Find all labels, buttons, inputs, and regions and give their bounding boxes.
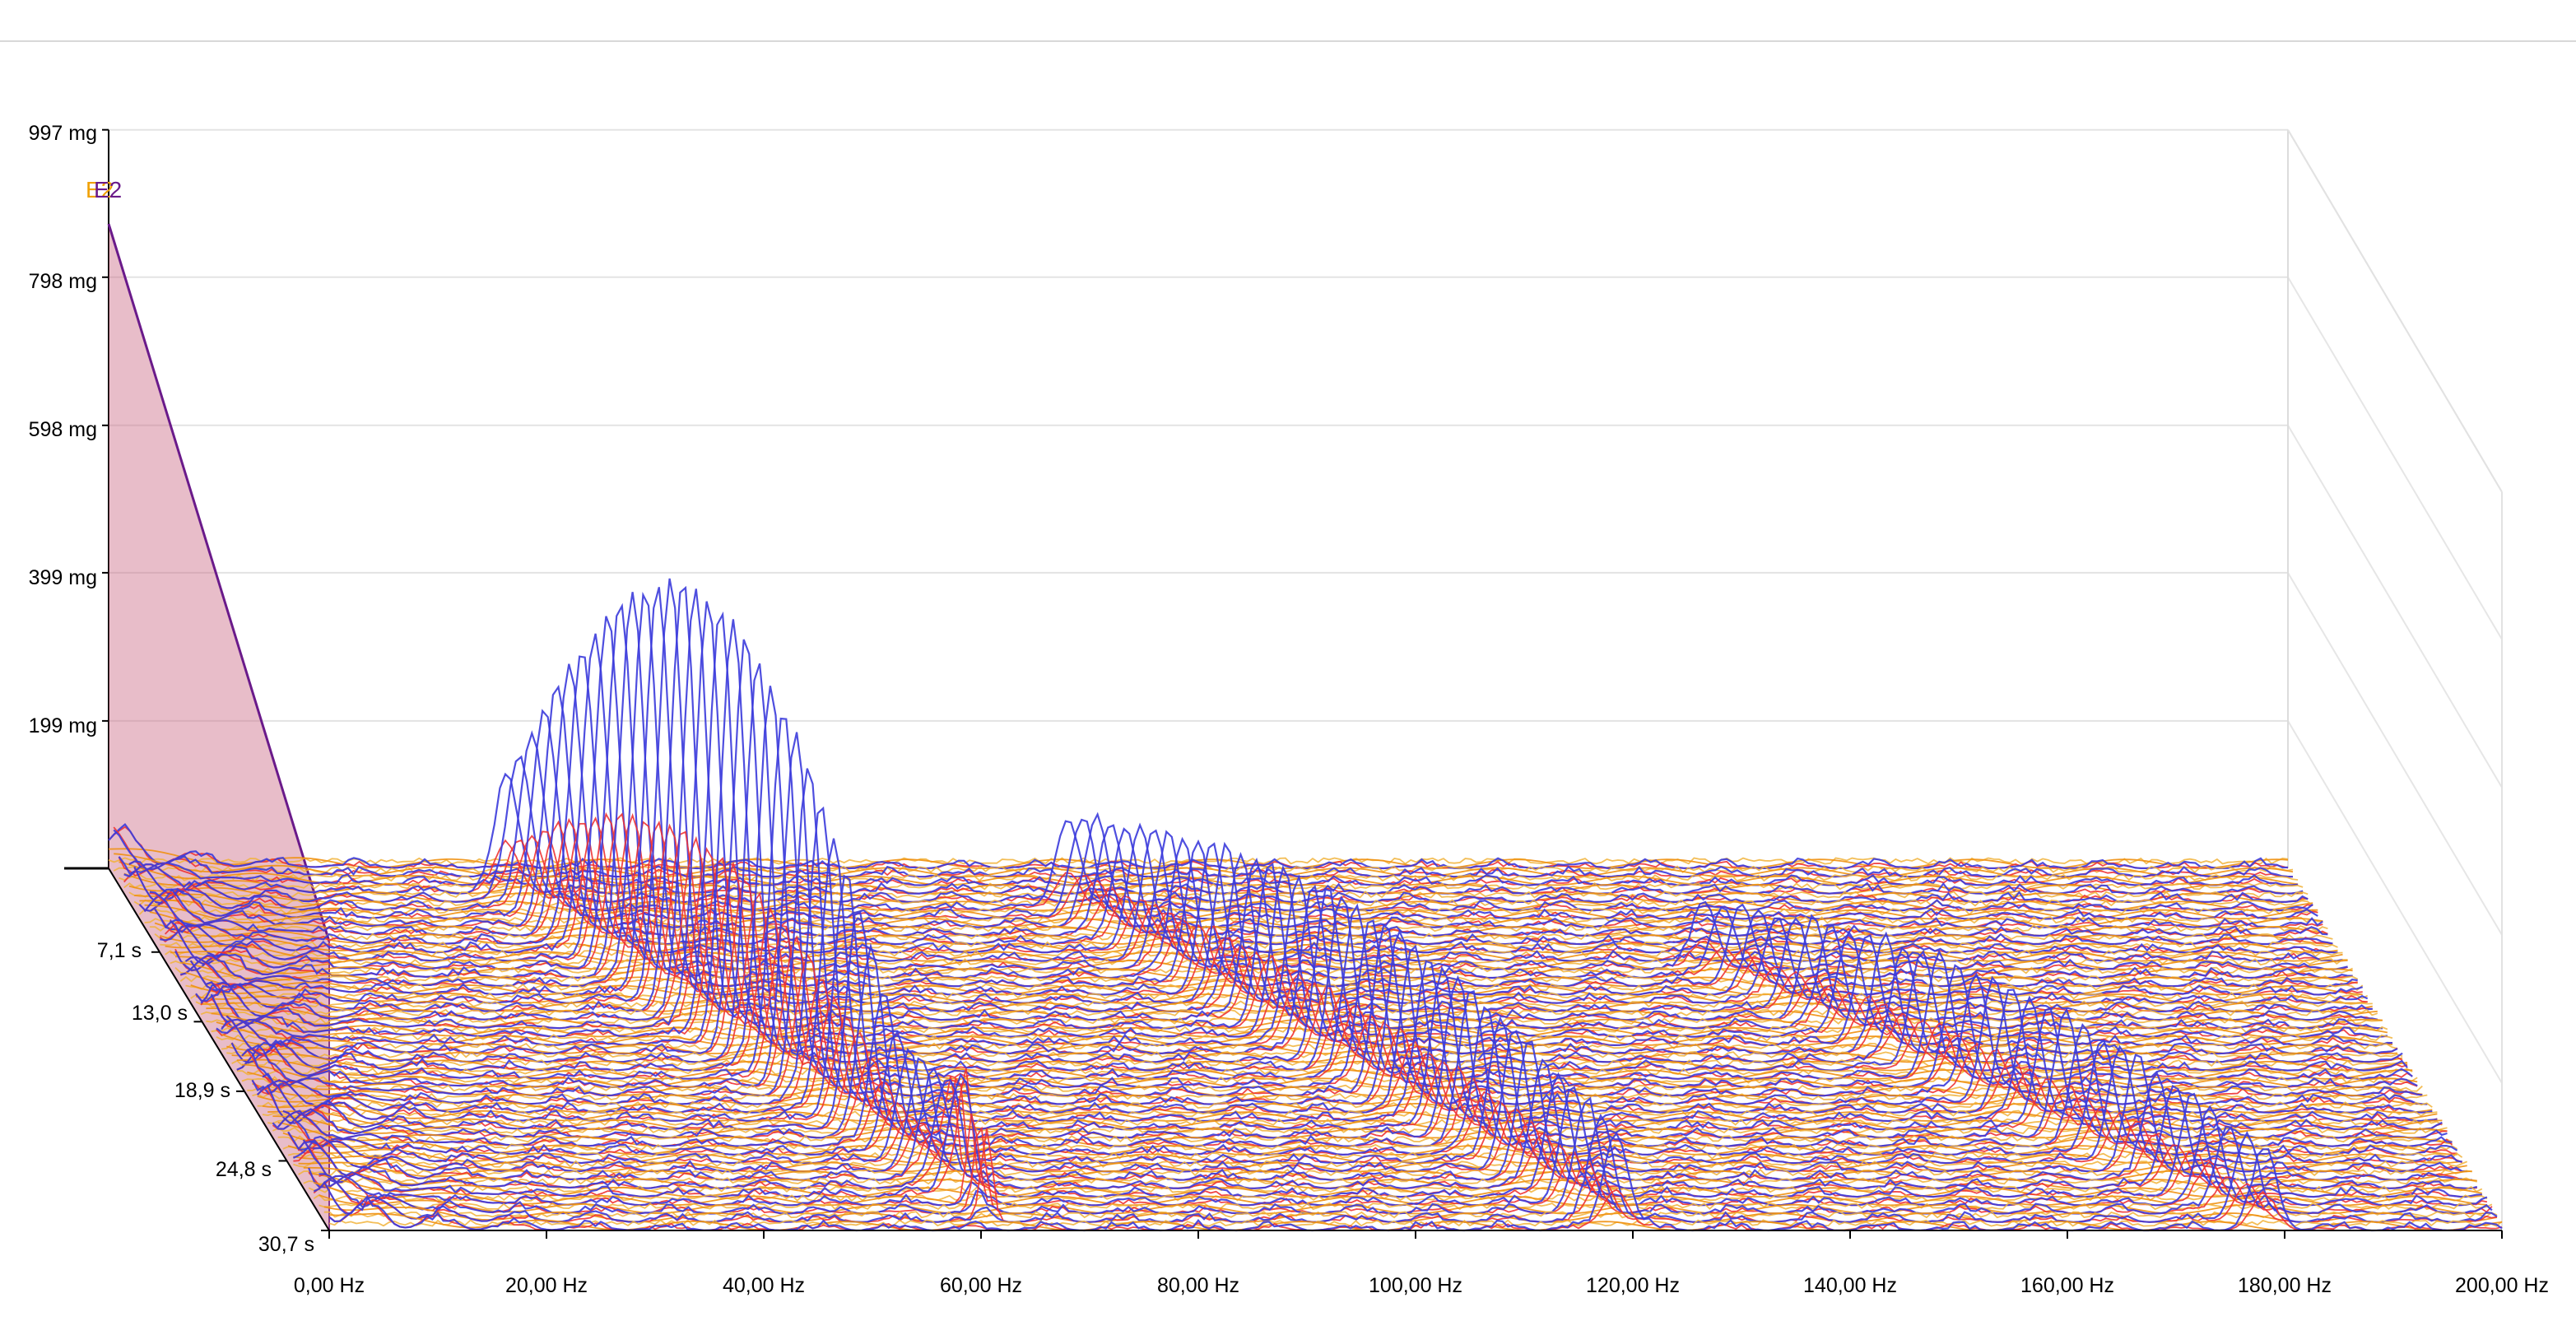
spectrum-trace-tertiary: [287, 1145, 2462, 1165]
marker-shadow-label: E2: [86, 177, 114, 202]
y-tick-label: 997 mg: [29, 122, 97, 145]
waterfall-slice: [108, 823, 2289, 870]
time-tick-label: 24,8 s: [216, 1158, 272, 1181]
spectrum-trace-tertiary: [293, 1156, 2467, 1173]
spectrum-trace-floor: [185, 983, 2364, 992]
spectrum-trace-axis: [226, 663, 2403, 1063]
marker-label-text: E2: [94, 177, 122, 202]
spectrum-trace-axis: [108, 823, 2289, 870]
marker-label: E2 E2: [86, 177, 122, 202]
frequency-tick-label: 100,00 Hz: [1369, 1274, 1462, 1297]
spectrum-trace-axis: [236, 717, 2413, 1080]
spectrum-trace-tertiary: [108, 848, 2289, 869]
y-tick-label: 199 mg: [29, 714, 97, 737]
spectrum-trace-tertiary: [241, 1063, 2418, 1088]
chart-walls: [108, 129, 2503, 1230]
time-tick-label: 13,0 s: [132, 1002, 188, 1025]
spectrum-trace-floor: [303, 1177, 2477, 1185]
spectrum-trace-axis: [128, 755, 2309, 904]
spectrum-trace-axis: [221, 639, 2398, 1055]
spectrum-trace-axis: [256, 838, 2433, 1114]
waterfall-slice: [128, 755, 2309, 904]
spectrum-trace-secondary: [211, 857, 2388, 1038]
frequency-axis-ticks: 0,00 Hz 20,00 Hz 40,00 Hz 60,00 Hz 80,00…: [294, 1274, 2549, 1297]
spectrum-trace-floor: [277, 1134, 2453, 1143]
spectrum-trace-axis: [297, 1040, 2472, 1181]
y-tick-label: 798 mg: [29, 270, 97, 293]
spectrum-trace-tertiary: [221, 1033, 2398, 1055]
gridline-side: [2287, 425, 2503, 788]
waterfall-slice: [282, 1006, 2458, 1156]
spectrum-trace-axis: [262, 874, 2438, 1123]
spectrum-trace-axis: [160, 633, 2338, 954]
frequency-tick-label: 60,00 Hz: [940, 1274, 1022, 1297]
spectrum-trace-tertiary: [195, 995, 2373, 1012]
spectrum-trace-tertiary: [114, 853, 2294, 878]
spectrum-trace-floor: [319, 1202, 2493, 1211]
spectrum-trace-floor: [149, 924, 2328, 933]
waterfall-slice: [277, 989, 2453, 1147]
time-tick-label: 30,7 s: [258, 1233, 314, 1256]
y-axis-ticks: 199 mg 399 mg 598 mg 798 mg 997 mg: [29, 122, 97, 737]
spectrum-trace-axis: [200, 588, 2378, 1021]
spectrum-trace-axis: [138, 709, 2318, 920]
y-tick-label: 598 mg: [29, 418, 97, 441]
waterfall-slice: [138, 709, 2318, 920]
waterfall-slices: [108, 578, 2503, 1232]
spectrum-trace-axis: [302, 1058, 2478, 1189]
spectrum-trace-axis: [189, 578, 2369, 1004]
spectrum-trace-secondary: [216, 861, 2393, 1046]
frequency-tick-label: 40,00 Hz: [723, 1274, 805, 1297]
spectrum-trace-floor: [123, 881, 2304, 891]
spectrum-trace-tertiary: [236, 1058, 2413, 1080]
time-axis-ticks: 7,1 s 13,0 s 18,9 s 24,8 s 30,7 s: [97, 939, 314, 1256]
waterfall-slice: [221, 639, 2398, 1055]
waterfall-slice: [200, 588, 2378, 1021]
frequency-tick-label: 20,00 Hz: [505, 1274, 588, 1297]
spectrum-trace-tertiary: [144, 904, 2323, 928]
frequency-tick-label: 80,00 Hz: [1157, 1274, 1239, 1297]
grid: [64, 128, 2503, 1084]
frequency-tick-label: 180,00 Hz: [2238, 1274, 2332, 1297]
gridline-side: [2287, 720, 2503, 1084]
waterfall-slice: [216, 619, 2393, 1047]
time-tick-label: 7,1 s: [97, 939, 142, 962]
spectrum-trace-axis: [277, 989, 2453, 1147]
frequency-tick-label: 140,00 Hz: [1803, 1274, 1897, 1297]
axes: [108, 867, 2503, 1239]
spectrum-trace-floor: [323, 1211, 2498, 1219]
waterfall-slice: [189, 578, 2369, 1004]
spectrum-trace-tertiary: [231, 1053, 2408, 1072]
marker-plane: [109, 224, 329, 1230]
frequency-tick-label: 160,00 Hz: [2020, 1274, 2114, 1297]
frequency-tick-label: 0,00 Hz: [294, 1274, 365, 1297]
frequency-tick-label: 200,00 Hz: [2455, 1274, 2549, 1297]
gridline-side: [2287, 277, 2503, 640]
gridline-side: [2287, 572, 2503, 936]
time-axis-line: [108, 867, 330, 1231]
waterfall-slice: [262, 874, 2438, 1123]
spectrum-trace-axis: [216, 619, 2393, 1047]
spectrum-trace-axis: [323, 1114, 2498, 1223]
spectrum-trace-tertiary: [277, 1122, 2453, 1147]
time-tick-label: 18,9 s: [174, 1079, 230, 1102]
spectrum-trace-axis: [282, 1006, 2458, 1156]
frequency-tick-label: 120,00 Hz: [1586, 1274, 1680, 1297]
spectrum-trace-floor: [287, 1151, 2463, 1160]
y-tick-label: 399 mg: [29, 566, 97, 589]
side-wall-edge: [2287, 129, 2503, 493]
spectrum-trace-floor: [128, 891, 2309, 899]
marker-plane-edge: [107, 223, 331, 942]
spectrum-trace-tertiary: [272, 1115, 2448, 1139]
spectrum-trace-tertiary: [216, 1021, 2393, 1046]
